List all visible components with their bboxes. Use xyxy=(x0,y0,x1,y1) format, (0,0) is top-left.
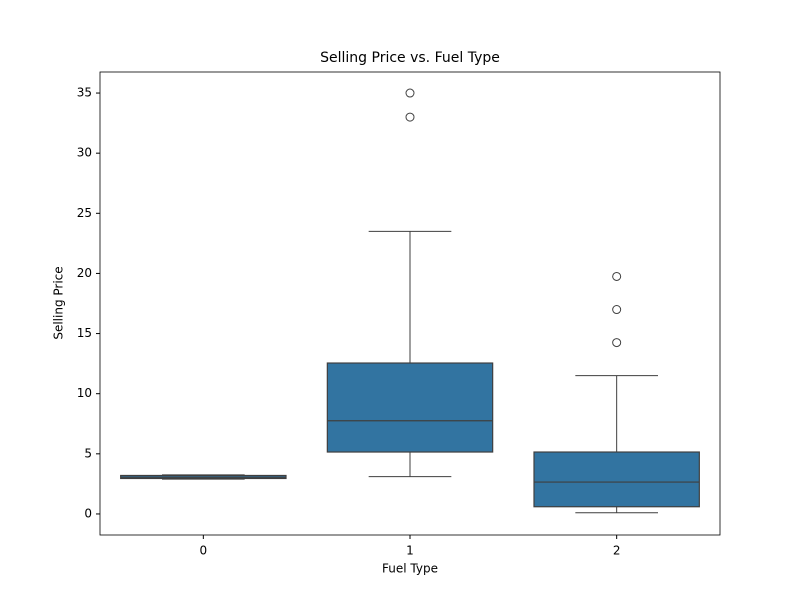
outlier xyxy=(405,88,415,98)
y-tick-label: 20 xyxy=(77,266,92,280)
x-tick-label: 2 xyxy=(613,544,621,558)
outlier xyxy=(612,338,622,348)
y-tick-label: 10 xyxy=(77,386,92,400)
y-axis-label: Selling Price xyxy=(52,266,66,339)
y-tick-label: 0 xyxy=(84,506,92,520)
y-tick-label: 30 xyxy=(77,146,92,160)
y-tick-label: 5 xyxy=(84,446,92,460)
outlier xyxy=(405,112,415,122)
box xyxy=(533,451,700,508)
chart-title: Selling Price vs. Fuel Type xyxy=(320,50,500,66)
x-tick-label: 1 xyxy=(406,544,414,558)
outlier xyxy=(612,305,622,315)
x-tick-label: 0 xyxy=(200,544,208,558)
y-tick-label: 25 xyxy=(77,206,92,220)
box xyxy=(326,362,494,453)
outlier xyxy=(612,271,622,281)
plot-frame xyxy=(99,71,721,536)
y-tick-label: 35 xyxy=(77,86,92,100)
y-tick-label: 15 xyxy=(77,326,92,340)
x-axis-label: Fuel Type xyxy=(382,562,438,576)
